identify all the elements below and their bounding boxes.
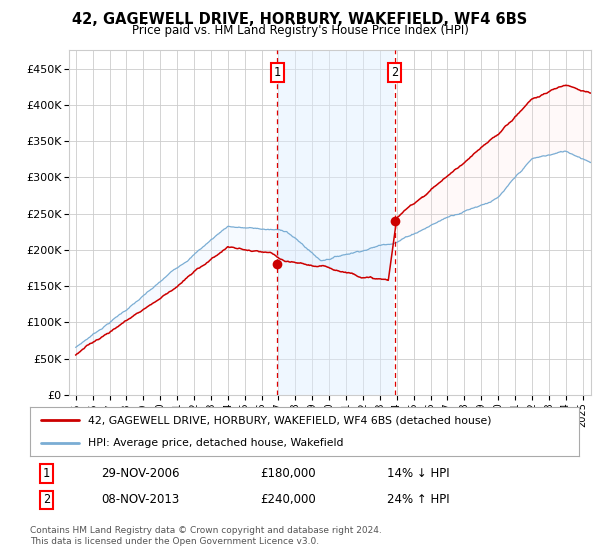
Text: Price paid vs. HM Land Registry's House Price Index (HPI): Price paid vs. HM Land Registry's House … (131, 24, 469, 36)
Text: 14% ↓ HPI: 14% ↓ HPI (387, 467, 449, 480)
Text: 08-NOV-2013: 08-NOV-2013 (101, 493, 179, 506)
Text: 42, GAGEWELL DRIVE, HORBURY, WAKEFIELD, WF4 6BS: 42, GAGEWELL DRIVE, HORBURY, WAKEFIELD, … (73, 12, 527, 27)
Text: 29-NOV-2006: 29-NOV-2006 (101, 467, 180, 480)
Text: 1: 1 (43, 467, 50, 480)
Text: 42, GAGEWELL DRIVE, HORBURY, WAKEFIELD, WF4 6BS (detached house): 42, GAGEWELL DRIVE, HORBURY, WAKEFIELD, … (88, 416, 491, 426)
Text: 2: 2 (43, 493, 50, 506)
Text: Contains HM Land Registry data © Crown copyright and database right 2024.
This d: Contains HM Land Registry data © Crown c… (30, 526, 382, 546)
Text: 24% ↑ HPI: 24% ↑ HPI (387, 493, 449, 506)
Text: 2: 2 (391, 66, 398, 80)
Text: HPI: Average price, detached house, Wakefield: HPI: Average price, detached house, Wake… (88, 438, 343, 448)
Text: £240,000: £240,000 (260, 493, 316, 506)
Text: £180,000: £180,000 (260, 467, 316, 480)
Text: 1: 1 (274, 66, 281, 80)
